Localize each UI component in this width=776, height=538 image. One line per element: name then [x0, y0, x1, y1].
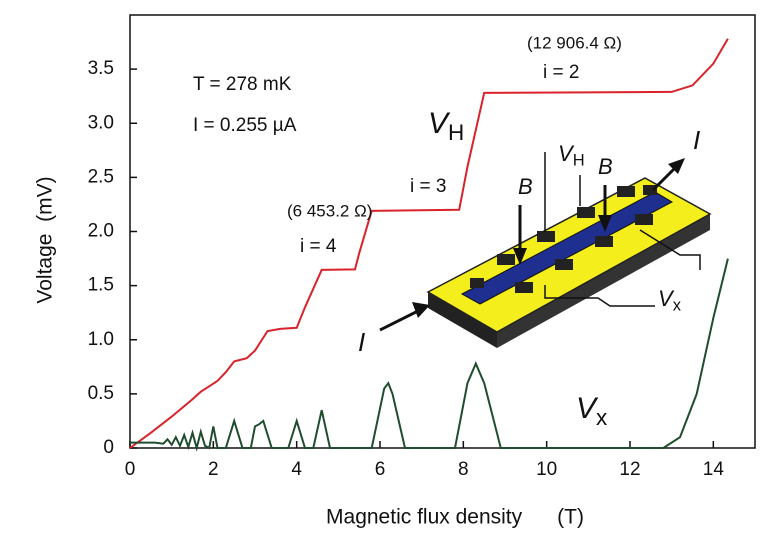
x-tick-label: 14: [703, 459, 725, 480]
y-tick-label: 3.0: [88, 112, 114, 133]
series-line: [129, 38, 729, 449]
series-label: Vx: [576, 392, 608, 430]
annotation: T = 278 mK: [193, 74, 292, 95]
slab-front: [497, 214, 710, 348]
inset-label: VH: [558, 141, 585, 170]
slab-side: [428, 292, 497, 348]
inset-label: B: [598, 154, 613, 179]
series-label-sub: H: [448, 120, 464, 145]
inset-label-main: V: [558, 141, 575, 166]
inset-label: I: [358, 327, 365, 357]
inset-label-sub: H: [573, 152, 585, 170]
annotation: i = 2: [543, 62, 579, 83]
x-tick-label: 4: [291, 459, 302, 480]
y-tick-label: 2.5: [88, 166, 114, 187]
inset-label: I: [693, 125, 700, 155]
series-label-main: V: [428, 107, 451, 140]
series-label-sub: x: [596, 405, 608, 430]
series-label: VH: [428, 107, 464, 145]
annotation: I = 0.255 µA: [193, 115, 297, 136]
hall-bar: [460, 191, 674, 305]
annotation: i = 3: [410, 176, 446, 197]
y-tick-label: 0.5: [88, 383, 114, 404]
x-tick-label: 12: [619, 459, 640, 480]
series-label-main: V: [576, 392, 599, 425]
y-tick-label: 3.5: [88, 58, 114, 79]
x-tick-label: 0: [125, 459, 136, 480]
inset-label-main: V: [658, 286, 675, 311]
annotation: (12 906.4 Ω): [527, 33, 622, 52]
hall-bar-inset: [379, 152, 712, 348]
x-tick-label: 10: [536, 459, 557, 480]
y-tick-label: 1.5: [88, 275, 114, 296]
arrow-heads: [412, 158, 685, 318]
annotation: i = 4: [300, 236, 337, 257]
y-tick-label: 1.0: [88, 329, 114, 350]
wires: [544, 152, 701, 307]
y-axis-label: Voltage (mV): [34, 176, 57, 303]
inset-label-sub: x: [673, 297, 682, 315]
inset-label: B: [518, 174, 533, 199]
x-tick-label: 6: [375, 459, 386, 480]
series-line: [130, 258, 729, 452]
x-tick-label: 2: [208, 459, 219, 480]
x-tick-label: 8: [458, 459, 469, 480]
y-tick-label: 2.0: [88, 221, 114, 242]
x-axis-label: Magnetic flux density (T): [326, 506, 584, 529]
inset-label: Vx: [658, 286, 682, 315]
annotation: (6 453.2 Ω): [287, 201, 372, 220]
y-tick-label: 0: [103, 437, 114, 458]
contacts: [470, 185, 657, 293]
